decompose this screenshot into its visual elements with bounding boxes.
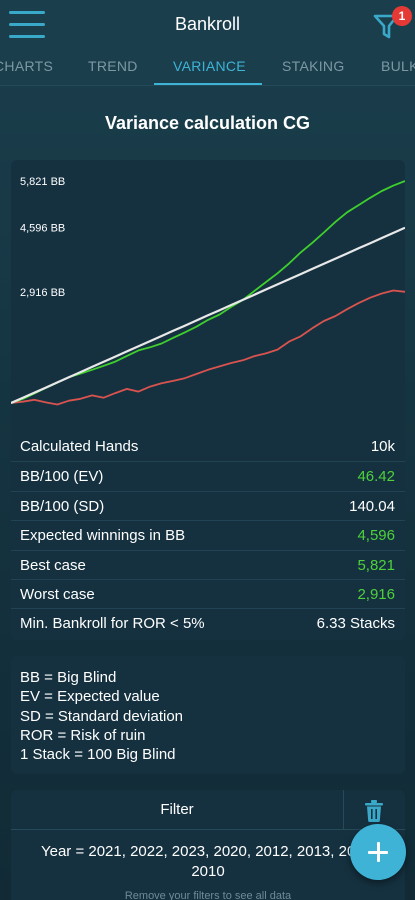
variance-chart: 5,821 BB 4,596 BB 2,916 BB	[11, 176, 405, 406]
stat-row: BB/100 (EV) 46.42	[11, 461, 405, 490]
filter-title: Filter	[160, 801, 194, 818]
clear-filter-button[interactable]	[363, 799, 385, 823]
trash-icon	[365, 800, 383, 822]
section-title: Variance calculation CG	[104, 113, 311, 133]
tab-staking[interactable]: STAKING	[282, 58, 345, 74]
tab-trend[interactable]: TREND	[88, 58, 138, 74]
filter-card: Filter Year = 2021, 2022, 2023, 2020, 20…	[11, 790, 405, 900]
legend-line: SD = Standard deviation	[20, 707, 184, 725]
y-tick-label: 2,916 BB	[20, 287, 65, 299]
legend-line: BB = Big Blind	[20, 669, 117, 686]
stat-label: Expected winnings in BB	[20, 527, 186, 545]
stat-label: Min. Bankroll for ROR < 5%	[20, 615, 205, 633]
stat-value: 4,596	[357, 527, 395, 545]
legend-line: EV = Expected value	[20, 688, 160, 706]
tab-variance[interactable]: VARIANCE	[173, 58, 246, 74]
filter-count-badge: 1	[392, 6, 412, 26]
stat-label: BB/100 (EV)	[20, 468, 104, 486]
variance-card: 5,821 BB 4,596 BB 2,916 BB Calculated Hand…	[11, 160, 405, 640]
stat-label: Calculated Hands	[20, 438, 139, 455]
stats-table: Calculated Hands 10k BB/100 (EV) 46.42 BB/10…	[11, 432, 405, 638]
abbreviations-card: BB = Big Blind EV = Expected value SD = St…	[11, 656, 405, 774]
stat-label: Best case	[20, 556, 86, 574]
worst-case-line	[11, 289, 405, 406]
stat-label: Worst case	[20, 585, 95, 603]
app-bar: Bankroll 1	[0, 0, 415, 50]
active-filter-text: Year = 2021, 2022, 2023, 2020, 2012, 201…	[11, 842, 405, 882]
filter-text-line-1: Year = 2021, 2022, 2023, 2020, 2012, 201…	[40, 843, 376, 860]
y-tick-label: 5,821 BB	[20, 176, 65, 188]
ev-line	[11, 226, 405, 405]
filter-header: Filter	[11, 790, 405, 830]
active-tab-indicator	[154, 83, 262, 85]
add-button[interactable]	[350, 824, 406, 880]
stat-row: Best case 5,821	[11, 549, 405, 579]
tab-bulk[interactable]: BULK	[381, 58, 415, 74]
stat-row: BB/100 (SD) 140.04	[11, 490, 405, 520]
stat-value: 5,821	[357, 556, 395, 574]
filter-button[interactable]: 1	[372, 6, 412, 42]
stat-value: 46.42	[357, 468, 395, 486]
tab-charts[interactable]: CHARTS	[0, 58, 54, 74]
tab-bar: CHARTS TREND VARIANCE STAKING BULK	[0, 50, 415, 86]
y-tick-label: 4,596 BB	[20, 223, 65, 235]
stat-value: 10k	[370, 438, 395, 455]
stat-value: 6.33 Stacks	[316, 615, 395, 633]
stat-row: Worst case 2,916	[11, 578, 405, 608]
stat-row: Expected winnings in BB 4,596	[11, 520, 405, 549]
hamburger-menu-icon[interactable]	[9, 9, 45, 41]
filter-header-divider	[343, 790, 344, 830]
legend-line: ROR = Risk of ruin	[20, 726, 146, 744]
legend-line: 1 Stack = 100 Big Blind	[20, 746, 176, 764]
stat-row: Calculated Hands 10k	[11, 432, 405, 461]
stat-row: Min. Bankroll for ROR < 5% 6.33 Stacks	[11, 608, 405, 637]
stat-value: 140.04	[349, 497, 395, 515]
filter-hint: Remove your filters to see all data	[124, 890, 292, 900]
filter-text-line-2: 2010	[191, 863, 225, 880]
stat-value: 2,916	[357, 585, 395, 603]
app-title: Bankroll	[174, 14, 241, 34]
stat-label: BB/100 (SD)	[20, 497, 105, 515]
